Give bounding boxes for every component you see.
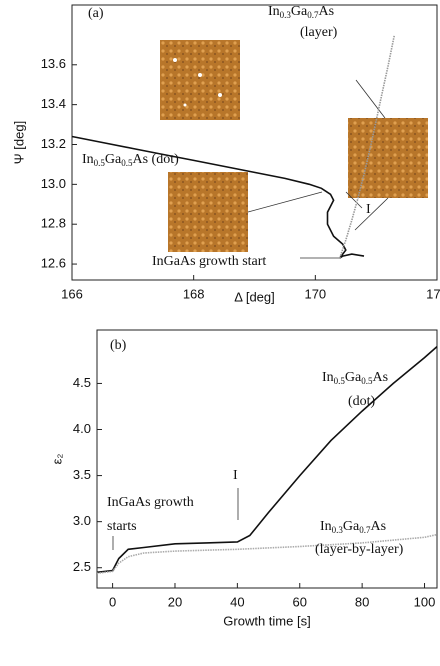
y-tick-label: 3.0: [73, 513, 91, 528]
y-tick-label: 12.8: [41, 216, 66, 231]
figure: 166 168 170 172 12.6 12.8 13.0 13.2 13.4 13.6 Δ [d…: [0, 0, 440, 666]
x-axis-label: Δ [deg]: [234, 289, 275, 304]
y-tick-label: 13.2: [41, 136, 66, 151]
y-axis-label: ε₂: [49, 454, 64, 465]
y-tick-label: 4.0: [73, 421, 91, 436]
afm-inset: [348, 118, 428, 198]
arrow: [356, 80, 385, 118]
annotation: (layer): [300, 25, 338, 40]
y-tick-label: 12.6: [41, 255, 66, 270]
annotation: In0.5Ga0.5As: [322, 370, 388, 386]
x-tick-label: 172: [426, 286, 440, 301]
annotation: In0.3Ga0.7As: [268, 4, 334, 20]
y-tick-label: 2.5: [73, 559, 91, 574]
y-tick-label: 4.5: [73, 375, 91, 390]
annotation: (b): [110, 338, 127, 353]
x-tick-label: 20: [168, 594, 182, 609]
annotation: InGaAs growth: [107, 495, 194, 510]
annotation: InGaAs growth start: [152, 254, 266, 269]
x-tick-label: 60: [293, 594, 307, 609]
annotation: In0.3Ga0.7As: [320, 519, 386, 535]
y-tick-label: 3.5: [73, 467, 91, 482]
x-tick-label: 100: [414, 594, 436, 609]
x-tick-label: 168: [183, 286, 205, 301]
x-tick-label: 80: [355, 594, 369, 609]
annotation: I: [233, 468, 238, 483]
y-axis-label: Ψ [deg]: [11, 121, 26, 164]
x-tick-label: 170: [304, 286, 326, 301]
x-tick-label: 0: [109, 594, 116, 609]
arrow: [248, 192, 322, 212]
y-tick-label: 13.6: [41, 56, 66, 71]
annotation: (dot): [348, 394, 376, 409]
x-axis-label: Growth time [s]: [223, 613, 310, 628]
y-tick-label: 13.0: [41, 176, 66, 191]
annotation: In0.5Ga0.5As (dot): [82, 152, 179, 168]
annotation: starts: [107, 519, 137, 534]
y-tick-label: 13.4: [41, 96, 66, 111]
arrow: [355, 198, 388, 230]
annotation: (a): [88, 6, 104, 21]
afm-inset: [168, 172, 248, 252]
annotation: I: [366, 202, 371, 217]
x-tick-label: 166: [61, 286, 83, 301]
x-tick-label: 40: [230, 594, 244, 609]
annotation: (layer-by-layer): [315, 542, 404, 557]
afm-inset: [160, 40, 240, 120]
